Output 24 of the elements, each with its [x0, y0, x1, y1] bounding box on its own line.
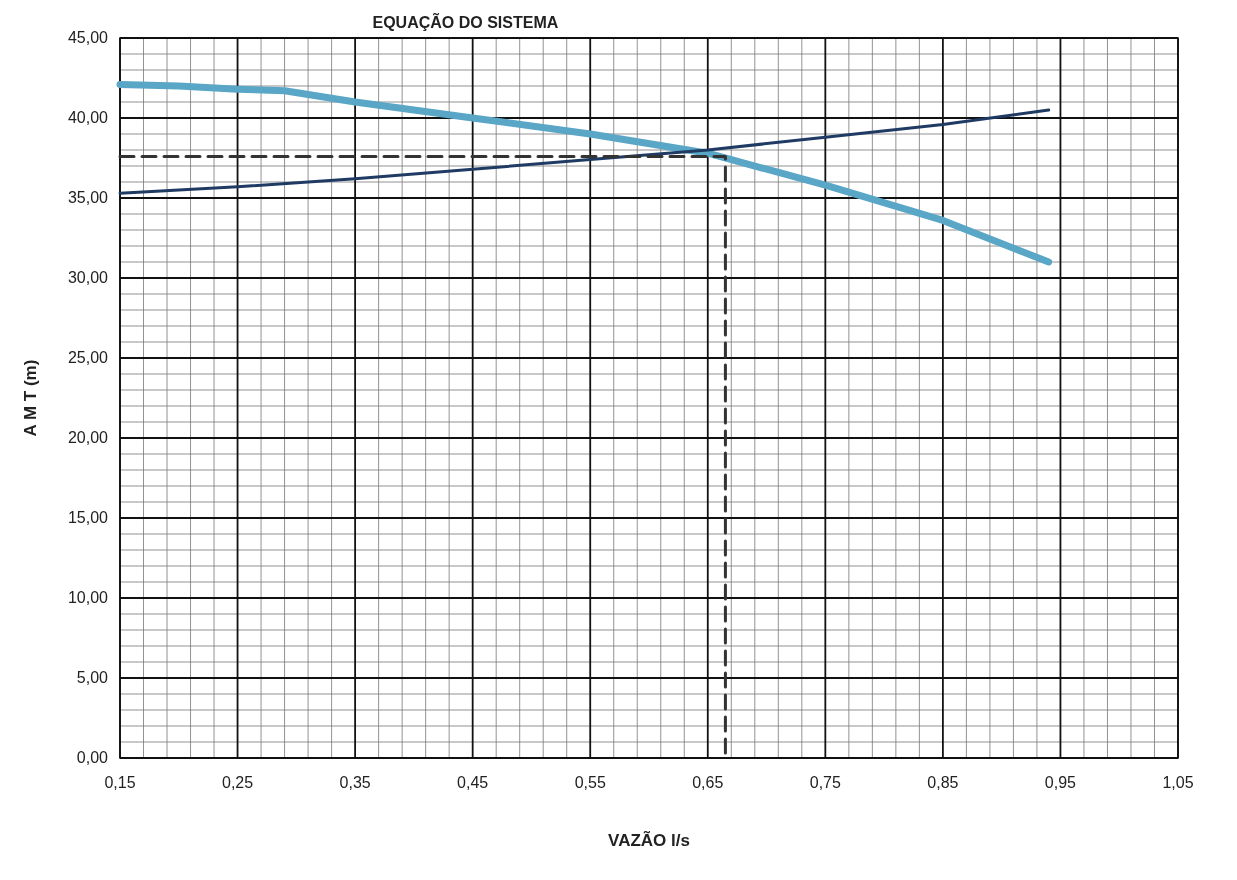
y-tick-label: 0,00 — [76, 749, 109, 766]
x-tick-label: 0,65 — [692, 774, 724, 791]
x-tick-label: 1,05 — [1162, 774, 1194, 791]
x-tick-label: 0,15 — [104, 774, 136, 791]
x-tick-label: 0,35 — [339, 774, 371, 791]
x-tick-label: 0,25 — [221, 774, 254, 791]
x-tick-label: 0,85 — [927, 774, 959, 791]
y-tick-label: 20,00 — [67, 429, 109, 446]
y-axis-title: A M T (m) — [21, 359, 40, 437]
y-tick-label: 30,00 — [67, 269, 109, 286]
y-tick-label: 40,00 — [67, 109, 109, 126]
y-tick-label: 35,00 — [67, 189, 109, 206]
y-tick-label: 5,00 — [76, 669, 109, 686]
y-tick-label: 45,00 — [67, 29, 109, 46]
x-tick-label: 0,75 — [809, 774, 842, 791]
y-tick-label: 15,00 — [67, 509, 109, 526]
x-tick-label: 0,55 — [574, 774, 606, 791]
x-tick-label: 0,45 — [457, 774, 489, 791]
x-tick-label: 0,95 — [1044, 774, 1077, 791]
x-axis-title: VAZÃO l/s — [608, 830, 690, 850]
chart-title: EQUAÇÃO DO SISTEMA — [372, 12, 559, 31]
y-tick-label: 25,00 — [67, 349, 109, 366]
line-series — [118, 108, 1051, 195]
y-tick-label: 10,00 — [67, 589, 109, 606]
